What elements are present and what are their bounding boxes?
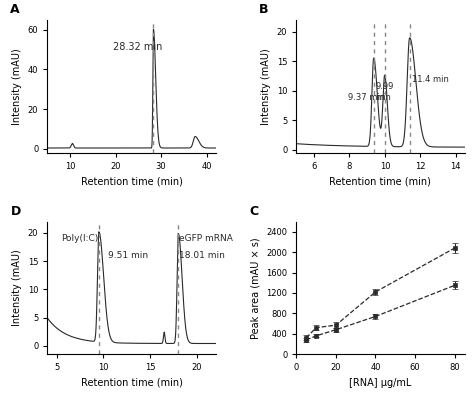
Text: D: D [10,205,21,218]
Text: A: A [10,3,20,16]
X-axis label: [RNA] µg/mL: [RNA] µg/mL [349,378,411,388]
Text: 11.4 min: 11.4 min [412,75,449,84]
Text: 9.99
min: 9.99 min [375,82,393,101]
X-axis label: Retention time (min): Retention time (min) [329,176,431,186]
Text: 9.51 min: 9.51 min [108,251,148,260]
Text: 28.32 min: 28.32 min [113,42,163,52]
Text: C: C [249,205,258,218]
Y-axis label: Intensity (mAU): Intensity (mAU) [12,48,22,125]
Y-axis label: Peak area (mAU × s): Peak area (mAU × s) [251,237,261,339]
Y-axis label: Intensity (mAU): Intensity (mAU) [261,48,271,125]
Text: 18.01 min: 18.01 min [179,251,225,260]
Text: B: B [259,3,269,16]
Text: 9.37 min: 9.37 min [347,92,385,101]
Text: eGFP mRNA: eGFP mRNA [179,234,233,243]
X-axis label: Retention time (min): Retention time (min) [81,378,182,388]
Text: Poly(I:C): Poly(I:C) [62,234,99,243]
Y-axis label: Intensity (mAU): Intensity (mAU) [12,250,22,326]
X-axis label: Retention time (min): Retention time (min) [81,176,182,186]
